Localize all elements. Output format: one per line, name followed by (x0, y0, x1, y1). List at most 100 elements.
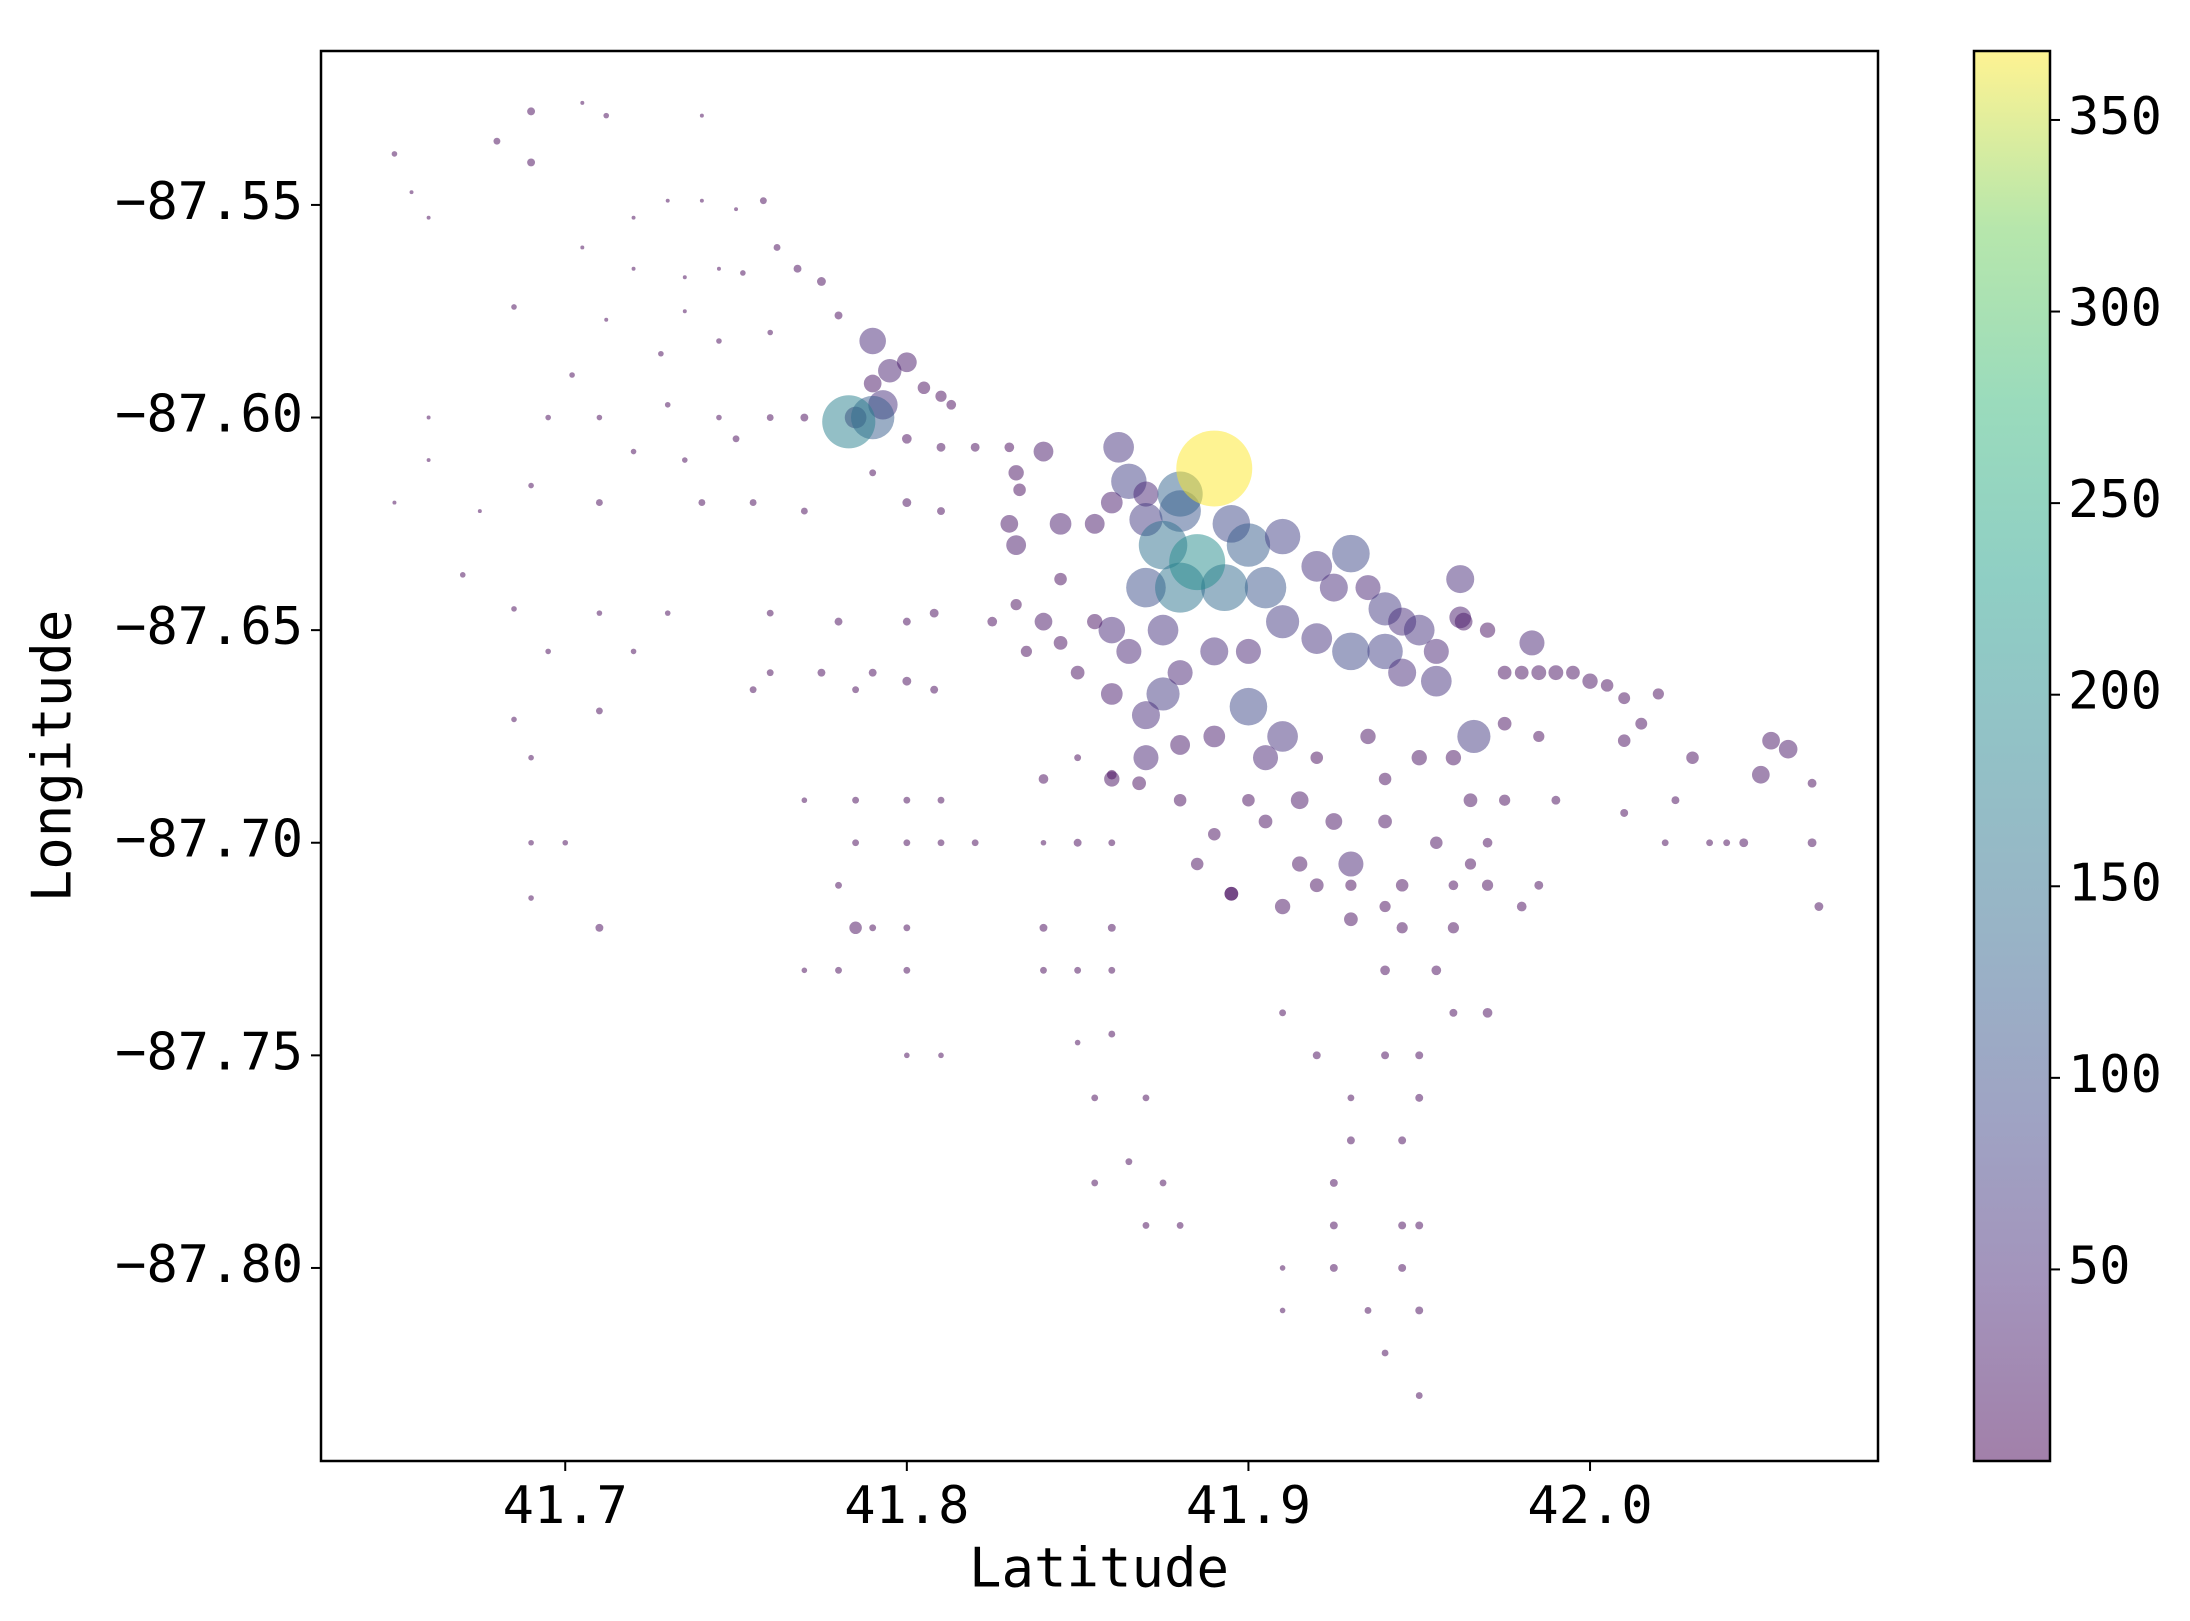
point (1415, 1392, 1423, 1399)
point (1126, 567, 1166, 608)
x-tick-label: 41.9 (1186, 1476, 1311, 1536)
point (852, 796, 860, 804)
point (1379, 900, 1391, 913)
point (801, 967, 808, 974)
point (1039, 923, 1048, 932)
point (1329, 1221, 1338, 1230)
point (749, 686, 757, 694)
y-tick-label: −87.80 (115, 1235, 303, 1295)
point (863, 374, 882, 393)
point (1661, 839, 1669, 847)
point (1519, 630, 1545, 656)
colorbar-frame (1972, 49, 2052, 1463)
point (595, 923, 604, 932)
point (1364, 1307, 1372, 1314)
point (1329, 1178, 1338, 1187)
point (716, 414, 722, 421)
point (817, 277, 826, 286)
point (1290, 791, 1309, 810)
point (767, 329, 774, 336)
point (734, 207, 739, 212)
point (1778, 739, 1798, 759)
point (1319, 573, 1348, 602)
point (1074, 966, 1082, 974)
point (834, 311, 843, 320)
point (1013, 483, 1026, 497)
colorbar-tick-label: 150 (2068, 853, 2162, 913)
point (852, 839, 860, 847)
point (580, 100, 585, 105)
point (1396, 922, 1408, 934)
point (1252, 745, 1279, 771)
colorbar-tick-label: 250 (2068, 470, 2162, 530)
point (766, 414, 774, 421)
point (903, 924, 911, 932)
point (766, 609, 774, 617)
point (852, 686, 860, 694)
point (1551, 795, 1561, 805)
point (1244, 566, 1287, 609)
point (1125, 1158, 1133, 1166)
point (631, 215, 636, 220)
point (801, 797, 808, 804)
point (1398, 1136, 1407, 1145)
point (1084, 513, 1105, 534)
point (1617, 734, 1631, 747)
point (903, 796, 911, 804)
point (1533, 730, 1545, 743)
point (1582, 673, 1598, 689)
point (569, 372, 575, 378)
x-tick-label: 42.0 (1527, 1476, 1652, 1536)
point (1482, 1007, 1493, 1018)
point (1347, 1094, 1355, 1102)
point (580, 245, 585, 250)
point (1309, 878, 1324, 893)
point (1020, 645, 1032, 657)
point (1006, 535, 1027, 555)
point (630, 448, 637, 455)
y-tick-label: −87.65 (115, 597, 303, 657)
point (1355, 575, 1381, 601)
point (682, 275, 687, 280)
point (1074, 1039, 1081, 1046)
point (528, 754, 534, 761)
point (859, 327, 886, 355)
point (664, 401, 671, 408)
point (732, 435, 740, 443)
point (1482, 837, 1493, 848)
point (904, 1052, 910, 1059)
point (1229, 687, 1268, 726)
point (1301, 551, 1333, 582)
point (1635, 717, 1648, 730)
point (1403, 614, 1435, 646)
point (1133, 481, 1159, 507)
point (1170, 735, 1191, 755)
point (603, 112, 610, 119)
point (716, 338, 722, 344)
point (1146, 677, 1180, 711)
point (1208, 827, 1221, 841)
point (1147, 614, 1179, 646)
point (1100, 491, 1123, 514)
point (1224, 886, 1239, 901)
point (1463, 793, 1478, 808)
point (392, 500, 397, 505)
point (1103, 431, 1134, 463)
point (1516, 901, 1527, 912)
point (1367, 633, 1403, 670)
point (595, 499, 603, 507)
point (1430, 836, 1443, 850)
point (800, 507, 808, 515)
point (409, 190, 414, 195)
point (1176, 1222, 1184, 1229)
point (1279, 1009, 1287, 1017)
point (527, 158, 536, 167)
point (1499, 794, 1511, 806)
point (1338, 851, 1364, 877)
x-tick-label: 41.8 (844, 1476, 969, 1536)
point (917, 381, 931, 395)
y-axis-label: Longitude (21, 610, 84, 903)
point (1497, 665, 1512, 680)
point (849, 921, 862, 935)
point (1087, 613, 1103, 630)
